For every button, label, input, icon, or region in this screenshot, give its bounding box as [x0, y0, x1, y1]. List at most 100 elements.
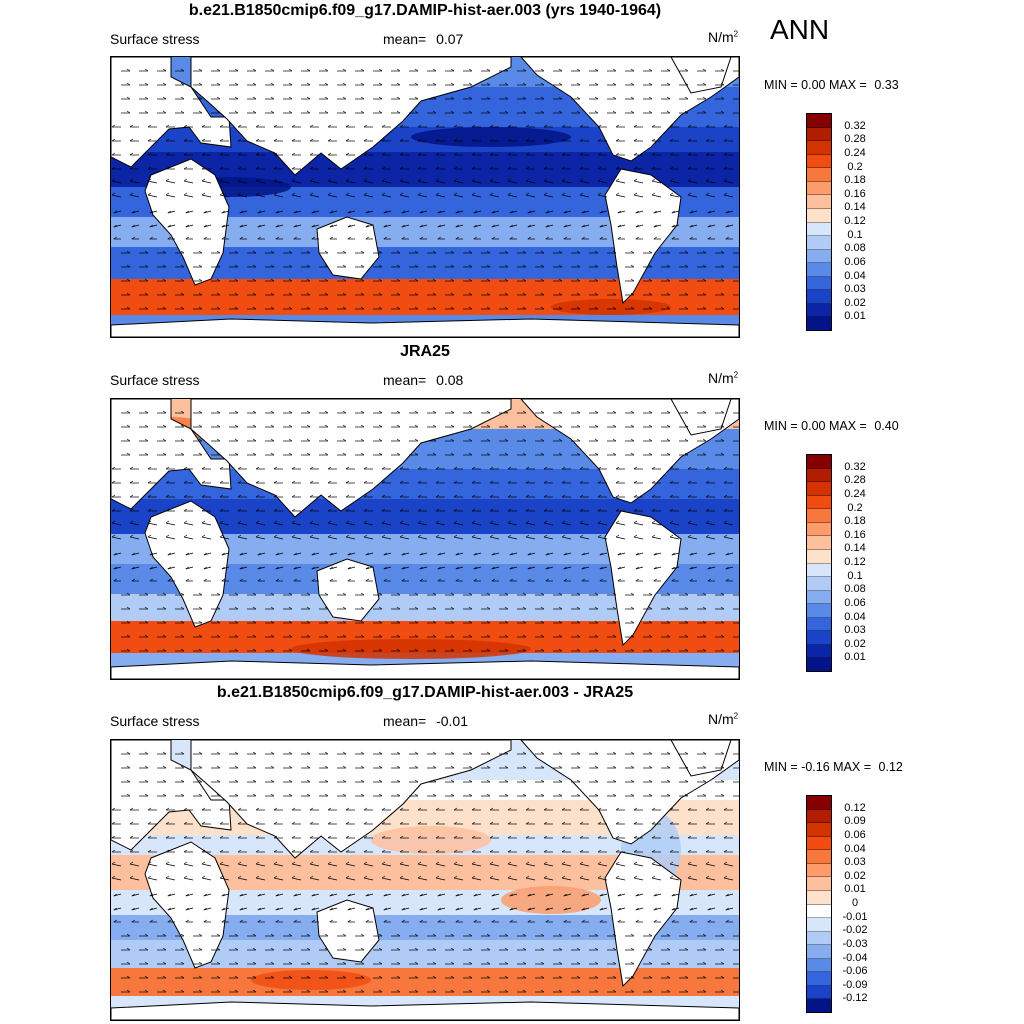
colorbar-tick-label: 0.1	[847, 228, 863, 241]
colorbar-tick-label: 0.18	[844, 515, 866, 528]
colorbar-swatch	[807, 850, 831, 864]
colorbar-tick-label: -0.03	[842, 937, 868, 950]
colorbar-swatch	[807, 945, 831, 959]
colorbar-swatch	[807, 658, 831, 671]
colorbar-swatch	[807, 577, 831, 591]
colorbar-tick-label: 0.2	[847, 501, 863, 514]
panel-3-units: N/m2	[708, 711, 739, 727]
colorbar-tick-label: 0.16	[844, 528, 866, 541]
panel-1-title: b.e21.B1850cmip6.f09_g17.DAMIP-hist-aer.…	[188, 2, 662, 19]
colorbar-swatch	[807, 468, 831, 483]
panel-2-mean-label: mean=	[383, 372, 427, 388]
panel-1-units: N/m2	[708, 29, 739, 45]
panel-1-mean-label: mean=	[383, 31, 427, 47]
colorbar-swatch	[807, 195, 831, 209]
colorbar-tick-label: 0.04	[844, 269, 866, 282]
panel-3-mean-value: -0.01	[436, 713, 469, 729]
colorbar-tick-label: 0.06	[844, 255, 866, 268]
colorbar-swatch	[807, 154, 831, 169]
colorbar-tick-label: 0.03	[844, 283, 866, 296]
colorbar-swatch	[807, 931, 831, 946]
colorbar-tick-label: 0.32	[844, 460, 866, 473]
colorbar-swatch	[807, 482, 831, 496]
colorbar-swatch	[807, 455, 831, 469]
colorbar-swatch	[807, 972, 831, 986]
panel-1-variable: Surface stress	[110, 31, 200, 47]
colorbar-swatch	[807, 127, 831, 142]
panel-3-variable: Surface stress	[110, 713, 200, 729]
colorbar-tick-label: 0.12	[844, 215, 866, 227]
panel-1-map	[110, 56, 740, 338]
colorbar-swatch	[807, 249, 831, 264]
colorbar-tick-label: 0.1	[847, 569, 863, 582]
panel-2-mean-value: 0.08	[436, 372, 464, 388]
colorbar-tick-label: -0.09	[842, 978, 868, 991]
panel-2-units: N/m2	[708, 370, 739, 386]
panel-2-minmax: MIN = 0.00 MAX = 0.40	[764, 419, 899, 433]
panel-3-colorbar	[806, 795, 832, 1013]
colorbar-tick-label: 0.02	[844, 637, 866, 650]
colorbar-swatch	[807, 823, 831, 837]
colorbar-tick-label: 0.06	[844, 828, 866, 841]
colorbar-swatch	[807, 604, 831, 618]
colorbar-tick-label: 0.02	[844, 296, 866, 309]
colorbar-swatch	[807, 509, 831, 523]
panel-2-colorbar	[806, 454, 832, 672]
colorbar-tick-label: 0.14	[844, 542, 866, 555]
colorbar-swatch	[807, 809, 831, 824]
colorbar-tick-label: 0.04	[844, 610, 866, 623]
colorbar-tick-label: 0.16	[844, 187, 866, 200]
season-label: ANN	[770, 14, 830, 45]
panel-3-mean-label: mean=	[383, 713, 427, 729]
colorbar-swatch	[807, 536, 831, 550]
colorbar-swatch	[807, 863, 831, 878]
colorbar-swatch	[807, 303, 831, 318]
panel-1-colorbar	[806, 113, 832, 331]
colorbar-tick-label: 0.01	[844, 883, 866, 896]
panel-1-mean-value: 0.07	[436, 31, 464, 47]
colorbar-swatch	[807, 563, 831, 578]
colorbar-swatch	[807, 290, 831, 304]
colorbar-swatch	[807, 590, 831, 605]
colorbar-swatch	[807, 631, 831, 645]
colorbar-swatch	[807, 836, 831, 851]
colorbar-tick-label: 0.03	[844, 624, 866, 637]
panel-2-colorbar-ticks: 0.32 0.28 0.24 0.2 0.18 0.16 0.14 0.12 0.1 0.08 0.…	[838, 454, 878, 672]
colorbar-swatch	[807, 114, 831, 128]
colorbar-swatch	[807, 877, 831, 891]
panel-3-mean: mean= -0.01	[383, 713, 468, 729]
colorbar-swatch	[807, 617, 831, 632]
colorbar-tick-label: -0.04	[842, 951, 868, 964]
colorbar-swatch	[807, 208, 831, 223]
colorbar-swatch	[807, 644, 831, 659]
panel-1-mean: mean= 0.07	[383, 31, 463, 47]
colorbar-swatch	[807, 276, 831, 291]
colorbar-tick-label: 0.12	[844, 556, 866, 568]
colorbar-tick-label: 0.03	[844, 856, 866, 869]
panel-3-colorbar-ticks: 0.12 0.09 0.06 0.04 0.03 0.02 0.01 0 -0.01 -0.02-…	[838, 795, 878, 1013]
colorbar-swatch	[807, 317, 831, 330]
colorbar-tick-label: 0.08	[844, 242, 866, 255]
colorbar-tick-label: 0.01	[844, 651, 866, 664]
panel-2-variable: Surface stress	[110, 372, 200, 388]
panel-1-minmax: MIN = 0.00 MAX = 0.33	[764, 78, 899, 92]
colorbar-tick-label: 0.24	[844, 487, 866, 500]
colorbar-swatch	[807, 890, 831, 905]
colorbar-swatch	[807, 263, 831, 277]
colorbar-swatch	[807, 181, 831, 196]
colorbar-tick-label: 0.28	[844, 474, 866, 487]
colorbar-tick-label: 0.14	[844, 201, 866, 214]
colorbar-tick-label: -0.02	[842, 924, 868, 937]
panel-2-mean: mean= 0.08	[383, 372, 463, 388]
panel-2-map	[110, 398, 740, 680]
colorbar-swatch	[807, 904, 831, 919]
colorbar-tick-label: 0.28	[844, 133, 866, 146]
colorbar-tick-label: 0.2	[847, 160, 863, 173]
colorbar-swatch	[807, 141, 831, 155]
colorbar-tick-label: -0.06	[842, 965, 868, 978]
colorbar-swatch	[807, 549, 831, 564]
colorbar-swatch	[807, 796, 831, 810]
colorbar-tick-label: 0.09	[844, 815, 866, 828]
colorbar-tick-label: -0.01	[842, 910, 868, 923]
colorbar-swatch	[807, 222, 831, 237]
